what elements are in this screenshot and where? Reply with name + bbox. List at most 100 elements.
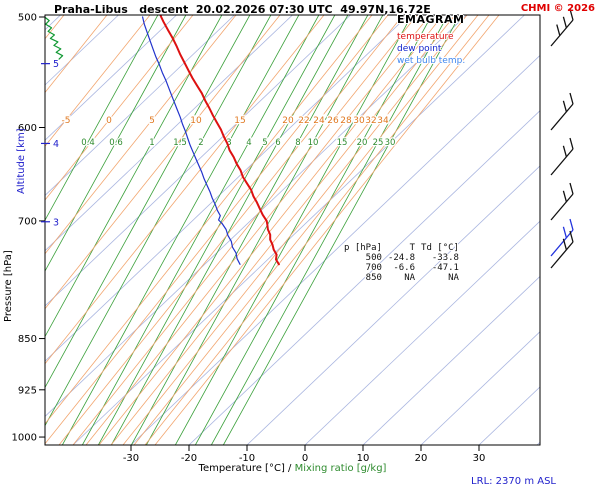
temperature-tick-label: 30 [473,453,486,464]
dry-adiabat-label: -5 [62,116,71,126]
lrl-annotation: LRL: 2370 m ASL [471,476,556,487]
legend: temperature dew point wet bulb temp. [397,31,465,67]
wind-barb-feather [569,230,574,243]
mixing-ratio-label: 2 [198,138,203,148]
mixing-ratio-line [145,15,384,445]
table-cell: NA [448,273,459,283]
temperature-tick-label: -20 [181,453,197,464]
mixing-ratio-label: 3 [226,138,231,148]
pressure-tick-label: 1000 [12,433,37,444]
isotherm-line [45,15,61,31]
wind-barb [550,137,574,176]
altitude-tick-label: 3 [53,217,59,228]
dry-adiabat-label: 10 [190,116,202,126]
isotherm-line [45,15,293,252]
mixing-ratio-label: 1 [149,138,154,148]
x-axis-title: Temperature [°C] / Mixing ratio [g/kg] [45,463,540,474]
isotherm-line [420,331,540,445]
mixing-ratio-line [45,15,251,389]
table-cell: 700 [365,263,382,273]
legend-item: wet bulb temp. [397,56,466,66]
pressure-tick-label: 600 [18,123,37,134]
table-header-row: p [hPa] T Td [°C] [341,243,462,253]
altitude-axis-title: Altitude [km] [16,128,27,194]
dry-adiabat-line [45,15,65,40]
table-cell: 850 [365,273,382,283]
pressure-tick-label: 500 [18,13,37,24]
dry-adiabat-label: 0 [106,116,112,126]
dry-adiabat-line [58,15,404,445]
wind-barb [550,182,574,221]
mixing-ratio-line [61,15,300,445]
wind-barb-feather [569,182,574,195]
dry-adiabat-line [45,15,373,425]
dry-adiabat-label: 22 [298,116,309,126]
table-row: 500 -24.8 -33.8 [341,253,462,263]
mixing-ratio-label: 5 [262,138,267,148]
table-row: 850 NA NA [341,273,462,283]
copyright-notice: CHMI © 2026 [520,3,595,14]
dry-adiabat-label: 30 [353,116,365,126]
mixing-ratio-line [45,15,223,338]
isotherm-line [45,15,467,417]
wind-barb-feather [562,100,568,112]
pressure-tick-label: 700 [18,216,37,227]
temperature-axis-label: Temperature [°C] [198,463,285,474]
dry-adiabat-label: 34 [377,116,389,126]
temperature-tick-label: -30 [123,453,139,464]
sounding-table: p [hPa] T Td [°C] 500 -24.8 -33.8 700 -6.6 -47.1… [341,243,462,283]
table-row: 700 -6.6 -47.1 [341,263,462,273]
curve-temperature [159,15,280,266]
wind-barb-shaft [550,229,574,257]
legend-item: dew point [397,44,442,54]
dry-adiabat-line [144,15,490,445]
wind-barb [550,230,574,269]
mixing-ratio-line [45,15,159,222]
isotherm-line [362,275,540,445]
mixing-ratio-label: 4 [246,138,251,148]
mixing-ratio-label: 8 [295,138,300,148]
axis-separator: / [284,463,295,474]
wind-barb-feather [569,137,574,150]
wind-barb-shaft [550,148,574,176]
table-col-header: p [hPa] [344,243,382,253]
dry-adiabat-label: 32 [365,116,376,126]
wind-barb [550,8,574,47]
isotherm-line [72,15,525,445]
wind-barb-feather [556,24,561,36]
wind-barb-shaft [550,241,574,269]
wind-barb-feather [569,92,574,105]
table-col-header: Td [°C] [421,243,459,253]
table-cell: -33.8 [431,253,459,263]
isotherm-line [188,110,540,445]
curve-dew-point [45,16,64,60]
wind-barb-shaft [550,193,574,221]
wind-barb [550,218,574,257]
wind-barb-feather [569,218,574,231]
isotherm-line [304,220,540,445]
isotherm-line [45,15,235,197]
wind-barb-feather [569,8,574,21]
mixing-ratio-label: 25 [373,138,384,148]
dry-adiabat-line [45,15,194,201]
mixing-ratio-line [174,15,413,445]
isotherm-line [45,15,177,141]
mixing-ratio-label: 20 [357,138,368,148]
wind-barb-feather [562,145,568,157]
pressure-tick-label: 925 [18,385,37,396]
mixing-ratio-line [110,15,349,445]
mixing-ratio-line [194,15,433,445]
dry-adiabat-label: 28 [340,116,352,126]
temperature-tick-label: 10 [357,453,370,464]
temperature-tick-label: 0 [302,453,308,464]
table-cell: -47.1 [431,263,459,273]
pressure-tick-label: 850 [18,334,37,345]
dry-adiabat-line [45,15,151,147]
mixing-ratio-label: 10 [308,138,319,148]
mixing-ratio-label: 15 [337,138,348,148]
dry-adiabat-line [122,15,468,445]
mixing-ratio-line [130,15,369,445]
table-cell: NA [404,273,416,283]
mixing-ratio-label: 1.5 [173,138,187,148]
